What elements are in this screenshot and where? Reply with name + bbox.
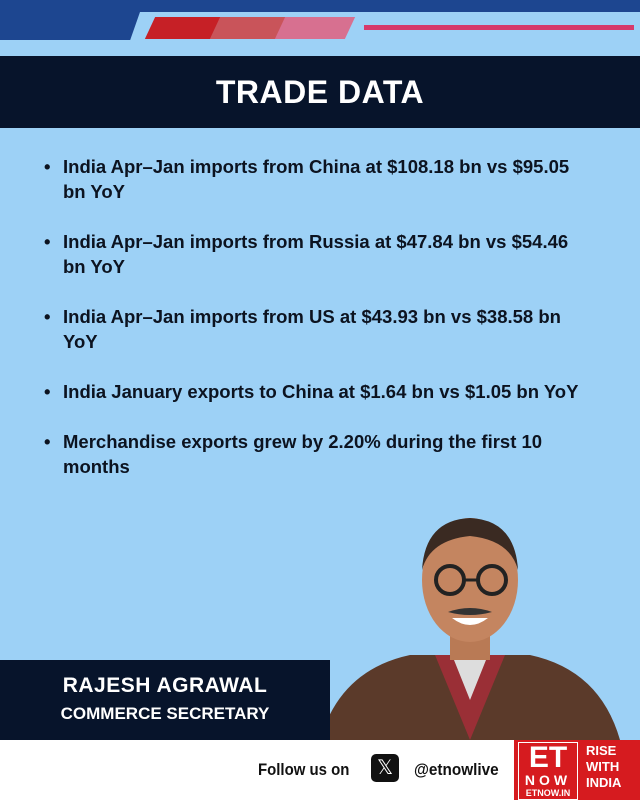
logo-tagline: RISE WITH INDIA [586, 743, 621, 791]
person-name: RAJESH AGRAWAL [62, 674, 268, 697]
name-band: RAJESH AGRAWAL COMMERCE SECRETARY [0, 660, 330, 740]
person-photo [300, 500, 640, 740]
bullet-item: India January exports to China at $1.64 … [44, 379, 584, 404]
title-band: TRADE DATA [0, 56, 640, 128]
bullet-item: India Apr–Jan imports from Russia at $47… [44, 229, 584, 279]
logo-et: ET [528, 741, 568, 774]
follow-text: Follow us on [258, 760, 350, 779]
logo-website: ETNOW.IN [525, 788, 571, 798]
top-left-shape [0, 0, 140, 40]
footer: Follow us on 𝕏 @etnowlive ET NOW ETNOW.I… [0, 740, 640, 800]
accent-line [364, 25, 634, 30]
logo-now: NOW [524, 772, 572, 788]
bullet-item: India Apr–Jan imports from US at $43.93 … [44, 304, 584, 354]
page-title: TRADE DATA [215, 73, 425, 110]
bullet-item: Merchandise exports grew by 2.20% during… [44, 429, 584, 479]
pink-stripe [274, 17, 356, 39]
et-now-logo: ET NOW ETNOW.IN RISE WITH INDIA [514, 740, 640, 800]
x-logo-icon[interactable]: 𝕏 [371, 754, 399, 782]
person-role: COMMERCE SECRETARY [60, 704, 270, 723]
tagline-line: WITH [586, 759, 620, 774]
et-now-mark: ET NOW ETNOW.IN [518, 742, 578, 800]
tagline-line: RISE [586, 743, 617, 758]
social-handle-link[interactable]: @etnowlive [414, 760, 499, 779]
tagline-line: INDIA [586, 775, 622, 790]
bullet-item: India Apr–Jan imports from China at $108… [44, 154, 584, 204]
top-banner [0, 0, 640, 12]
bullet-list: India Apr–Jan imports from China at $108… [44, 154, 584, 504]
